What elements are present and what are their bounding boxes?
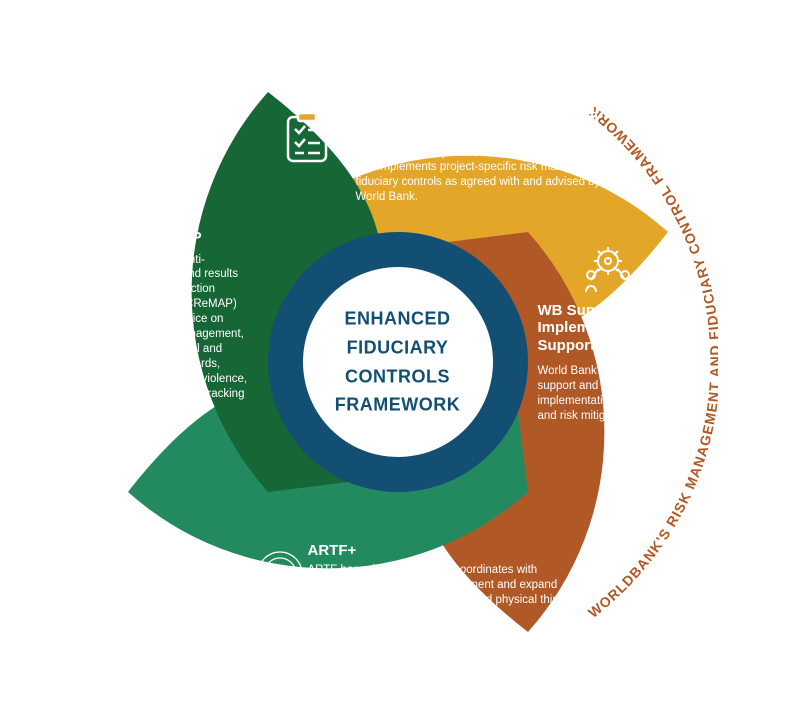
diagram-stage: WORLDBANK'S RISK MANAGEMENT AND FIDUCIAR… xyxy=(78,42,718,682)
segment-wb-body: World Bank task teams support and advise… xyxy=(538,364,668,424)
segment-grant-title: Grant Recipient Risk Management Arrangem… xyxy=(356,107,636,142)
segment-wb-title: WB Supervision & Implementation Support xyxy=(538,302,668,354)
segment-acremap-body: Dedicated anti-corruption and results mo… xyxy=(128,253,253,417)
segment-acremap-content: ARTF++ ACReMAP Dedicated anti-corruption… xyxy=(128,212,253,417)
segment-grant-body: The Recipient supervises and monitors th… xyxy=(356,146,636,206)
segment-artfplus-title: ARTF+ xyxy=(308,542,588,559)
center-line-3: FRAMEWORK xyxy=(313,391,483,420)
segment-grant-content: Grant Recipient Risk Management Arrangem… xyxy=(356,107,636,205)
segment-wb-content: WB Supervision & Implementation Support … xyxy=(538,302,668,424)
center-line-1: ENHANCED xyxy=(313,304,483,333)
center-label: ENHANCED FIDUCIARY CONTROLS FRAMEWORK xyxy=(313,304,483,419)
segment-artfplus-content: ARTF+ ARTF has robust TPMA that coordina… xyxy=(308,542,588,623)
seal-icon xyxy=(258,552,302,596)
segment-artfplus-body: ARTF has robust TPMA that coordinates wi… xyxy=(308,563,588,623)
segment-acremap-title: ARTF++ ACReMAP xyxy=(128,212,253,247)
center-line-2: FIDUCIARY CONTROLS xyxy=(313,333,483,391)
